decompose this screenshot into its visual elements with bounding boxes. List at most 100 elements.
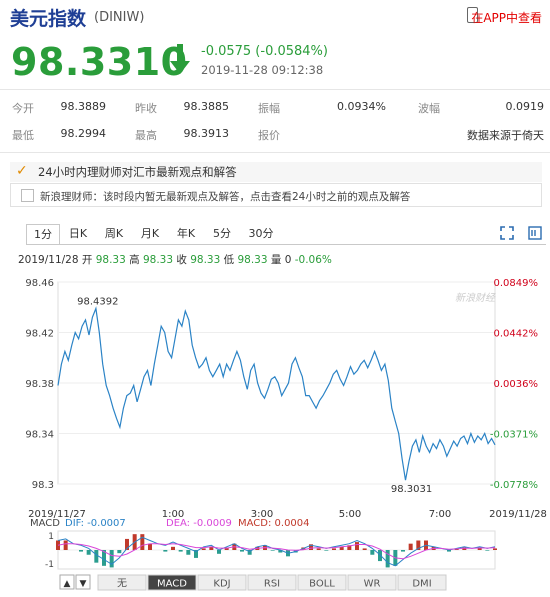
price-chart[interactable]: 98.46 98.42 98.38 98.34 98.3 0.0849% 0.0442% 0.… [0, 270, 550, 597]
settings-icon[interactable] [528, 226, 542, 240]
macd-tick-bottom: -1 [45, 560, 54, 570]
down-arrow-icon [170, 44, 190, 74]
indicator-tab-none-label[interactable]: 无 [117, 579, 127, 590]
indicator-tab-boll[interactable] [297, 574, 347, 591]
scroll-right-button[interactable] [75, 574, 91, 590]
tab-weekly[interactable]: 周K [104, 227, 124, 240]
analyst-notice-bar[interactable] [10, 162, 542, 182]
y-tick-label-left: 98.3 [32, 480, 54, 491]
fullscreen-icon[interactable] [500, 226, 514, 240]
x-tick-label: 2019/11/27 [28, 509, 86, 520]
low-label: 最低 [12, 129, 34, 142]
x-tick-label: 7:00 [429, 509, 451, 520]
tab-1min[interactable]: 1分 [26, 224, 60, 245]
indicator-tab-macd[interactable] [147, 574, 197, 591]
price-change: -0.0575 (-0.0584%) [201, 44, 328, 59]
macd-label: MACD [30, 518, 60, 529]
bar-close: 98.33 [190, 254, 221, 266]
analyst-message-box[interactable] [10, 183, 542, 207]
indicator-tab-none[interactable] [97, 574, 147, 591]
bar-info: 2019/11/28 开 98.33 高 98.33 收 98.33 低 98.… [18, 252, 332, 267]
x-tick-label: 1:00 [162, 509, 184, 520]
y-tick-label-left: 98.38 [25, 379, 54, 390]
y-tick-label-left: 98.34 [25, 430, 54, 441]
indicator-tab-dmi[interactable] [397, 574, 447, 591]
y-tick-label-right: 0.0036% [494, 379, 539, 390]
volatility-value: 0.0919 [505, 100, 545, 113]
quote-label: 报价 [258, 129, 280, 142]
x-tick-label: 5:00 [339, 509, 361, 520]
bar-volume: 0 [284, 254, 292, 266]
macd-dif-line [57, 536, 496, 567]
tab-daily[interactable]: 日K [68, 227, 88, 240]
tab-5min[interactable]: 5分 [213, 227, 231, 240]
bar-pct: -0.06% [294, 254, 332, 266]
indicator-tab-rsi[interactable] [247, 574, 297, 591]
x-tick-label: 2019/11/28 [489, 509, 547, 520]
amplitude-label: 振幅 [258, 102, 280, 115]
tab-30min[interactable]: 30分 [248, 227, 274, 240]
open-label: 今开 [12, 102, 34, 115]
y-tick-label-left: 98.46 [25, 278, 54, 289]
volatility-label: 波幅 [418, 102, 440, 115]
low-annotation: 98.3031 [391, 484, 432, 495]
close-label: 收 [176, 254, 187, 266]
left-arrow-icon: ▲ [64, 579, 71, 589]
analyst-notice-title[interactable]: 24小时内理财师对汇市最新观点和解答 [38, 165, 237, 179]
prev-close-label: 昨收 [135, 102, 157, 115]
y-tick-label-right: -0.0371% [490, 430, 538, 441]
y-tick-label-right: 0.0849% [494, 278, 539, 289]
amplitude-value: 0.0934% [337, 100, 386, 113]
avatar-icon [21, 189, 34, 202]
indicator-tab-boll-label[interactable]: BOLL [309, 579, 335, 590]
chart-watermark: 新浪财经 [455, 292, 496, 304]
x-tick-label: 3:00 [251, 509, 273, 520]
checkmark-icon: ✓ [16, 163, 28, 179]
macd-tick-top: 1 [48, 532, 54, 542]
open-value: 98.3889 [60, 100, 107, 113]
macd-value: MACD: 0.0004 [238, 518, 310, 529]
divider [0, 152, 550, 153]
symbol-code: (DINIW) [94, 10, 145, 25]
y-tick-label-right: 0.0442% [494, 329, 539, 340]
bar-high: 98.33 [142, 254, 174, 266]
volume-label: 量 [270, 254, 282, 266]
tab-underline [26, 244, 546, 245]
high-annotation: 98.4392 [77, 297, 118, 308]
low-value: 98.2994 [60, 127, 107, 140]
quote-timestamp: 2019-11-28 09:12:38 [201, 63, 324, 77]
macd-dea: DEA: -0.0009 [166, 518, 232, 529]
open-in-app-link[interactable]: 在APP中查看 [471, 11, 542, 25]
prev-close-value: 98.3885 [183, 100, 230, 113]
indicator-tab-macd-label[interactable]: MACD [157, 579, 187, 590]
macd-dea-line [57, 543, 496, 560]
open-label: 开 [81, 254, 93, 266]
tab-yearly[interactable]: 年K [176, 227, 196, 240]
analyst-message-text[interactable]: 新浪理财师：该时段内暂无最新观点及解答，点击查看24小时之前的观点及解答 [40, 191, 411, 203]
y-tick-label-right: -0.0778% [490, 480, 538, 491]
divider [0, 89, 550, 90]
right-arrow-icon: ▼ [80, 579, 87, 589]
bar-open: 98.33 [95, 254, 126, 266]
bar-low: 98.33 [237, 254, 268, 266]
bar-date: 2019/11/28 [18, 254, 79, 266]
indicator-tab-dmi-label[interactable]: DMI [412, 579, 431, 590]
quote-source: 数据来源于倚天 [467, 129, 544, 142]
scroll-left-button[interactable] [59, 574, 75, 590]
indicator-tab-kdj[interactable] [197, 574, 247, 591]
high-label: 最高 [135, 129, 157, 142]
low-label: 低 [223, 254, 235, 266]
page-title: 美元指数 [10, 8, 87, 30]
y-tick-label-left: 98.42 [25, 329, 54, 340]
phone-icon[interactable] [467, 7, 478, 23]
current-price: 98.3310 [11, 40, 188, 84]
tab-monthly[interactable]: 月K [140, 227, 160, 240]
high-value: 98.3913 [183, 127, 230, 140]
macd-dif: DIF: -0.0007 [65, 518, 126, 529]
indicator-tab-rsi-label[interactable]: RSI [264, 579, 280, 590]
price-series-line [57, 306, 496, 481]
indicator-tab-kdj-label[interactable]: KDJ [213, 579, 230, 590]
high-label: 高 [129, 254, 140, 266]
indicator-tab-wr[interactable] [347, 574, 397, 591]
indicator-tab-wr-label[interactable]: WR [364, 579, 381, 590]
